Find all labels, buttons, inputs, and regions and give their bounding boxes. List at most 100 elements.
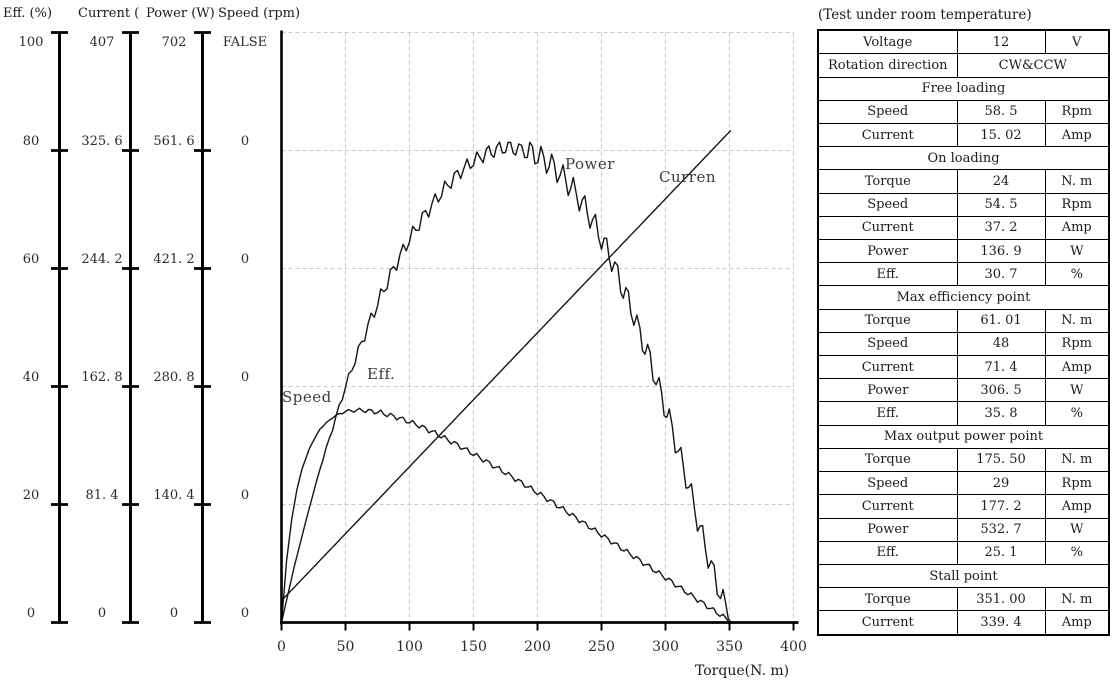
param-cell: Torque	[817, 587, 958, 612]
table-row: Max efficiency point	[817, 285, 1110, 310]
param-cell: Voltage	[817, 29, 958, 55]
unit-cell: N. m	[1044, 169, 1110, 194]
curve-label-curren: Curren	[659, 168, 717, 186]
value-cell: 35. 8	[956, 401, 1046, 426]
unit-cell: Rpm	[1044, 192, 1110, 217]
table-row: Current 71. 4 Amp	[817, 355, 1110, 380]
unit-cell: V	[1044, 29, 1110, 55]
curve-power	[280, 141, 732, 623]
curve-label-eff: Eff.	[367, 365, 396, 383]
curve-current	[280, 129, 732, 602]
section-header-cell: Max efficiency point	[817, 285, 1110, 310]
param-cell: Torque	[817, 447, 958, 473]
table-row: Torque 175. 50 N. m	[817, 447, 1110, 473]
param-cell: Speed	[817, 471, 958, 496]
unit-cell: N. m	[1044, 447, 1110, 473]
unit-cell: N. m	[1044, 308, 1110, 333]
unit-cell: %	[1044, 262, 1110, 287]
value-cell: 30. 7	[956, 262, 1046, 287]
speed-axis-title: Speed (rpm)	[218, 6, 301, 21]
current-axis-tick-label: 162. 8	[81, 369, 123, 385]
x-axis-title: Torque(N. m)	[695, 663, 790, 679]
value-cell: 37. 2	[956, 215, 1046, 241]
table-row: On loading	[817, 146, 1110, 171]
table-row: Current 177. 2 Amp	[817, 494, 1110, 519]
unit-cell: Rpm	[1044, 99, 1110, 125]
eff-axis-tick-label: 100	[18, 34, 44, 50]
unit-cell: Rpm	[1044, 471, 1110, 496]
value-cell: 29	[956, 471, 1046, 496]
unit-cell: W	[1044, 517, 1110, 542]
table-row: Rotation direction CW&CCW	[817, 53, 1110, 78]
value-cell: 351. 00	[956, 587, 1046, 612]
table-row: Free loading	[817, 76, 1110, 101]
current-axis-tick-label: 81. 4	[85, 487, 119, 503]
eff-axis-tick-label: 80	[22, 133, 40, 149]
param-cell: Rotation direction	[817, 53, 958, 78]
value-cell: 15. 02	[956, 123, 1046, 148]
test-result-table: Voltage 12 V Rotation direction CW&CCW Free l…	[817, 29, 1110, 636]
current-axis-tick-label: 325. 6	[81, 133, 123, 149]
curve-label-power: Power	[565, 155, 615, 173]
x-axis-tick-label: 250	[588, 639, 615, 655]
table-row: Voltage 12 V	[817, 29, 1110, 55]
eff-axis-tick-label: 20	[22, 487, 40, 503]
current-axis-tick-label: 244. 2	[81, 251, 123, 267]
x-axis-tick-label: 200	[524, 639, 551, 655]
param-cell: Eff.	[817, 401, 958, 426]
param-cell: Torque	[817, 308, 958, 333]
unit-cell: Amp	[1044, 494, 1110, 519]
param-cell: Current	[817, 215, 958, 241]
eff-axis-tick-label: 0	[26, 605, 36, 621]
unit-cell: %	[1044, 540, 1110, 565]
current-axis-title: Current (	[78, 6, 140, 21]
value-cell: CW&CCW	[956, 53, 1110, 78]
table-row: Current 37. 2 Amp	[817, 215, 1110, 241]
unit-cell: Rpm	[1044, 331, 1110, 357]
value-cell: 339. 4	[956, 610, 1046, 636]
section-header-cell: Free loading	[817, 76, 1110, 101]
table-row: Current 339. 4 Amp	[817, 610, 1110, 636]
param-cell: Eff.	[817, 262, 958, 287]
param-cell: Current	[817, 123, 958, 148]
power-axis-tick-label: 561. 6	[153, 133, 195, 149]
table-row: Speed 48 Rpm	[817, 331, 1110, 357]
value-cell: 71. 4	[956, 355, 1046, 380]
x-axis-tick-label: 0	[277, 639, 286, 655]
param-cell: Current	[817, 355, 958, 380]
value-cell: 25. 1	[956, 540, 1046, 565]
x-axis-tick-label: 150	[460, 639, 487, 655]
section-header-cell: On loading	[817, 146, 1110, 171]
speed-axis-tick-label: 0	[240, 251, 250, 267]
param-cell: Speed	[817, 99, 958, 125]
eff-axis-tick-label: 60	[22, 251, 40, 267]
section-header-cell: Stall point	[817, 563, 1110, 589]
power-axis-tick-label: 280. 8	[153, 369, 195, 385]
unit-cell: N. m	[1044, 587, 1110, 612]
eff-axis-tick-label: 40	[22, 369, 40, 385]
table-row: Eff. 30. 7%	[817, 262, 1110, 287]
power-axis-tick-label: 140. 4	[153, 487, 195, 503]
table-row: Torque 61. 01 N. m	[817, 308, 1110, 333]
param-cell: Power	[817, 517, 958, 542]
param-cell: Torque	[817, 169, 958, 194]
speed-axis-tick-label: 0	[240, 133, 250, 149]
value-cell: 58. 5	[956, 99, 1046, 125]
table-row: Eff. 25. 1%	[817, 540, 1110, 565]
value-cell: 61. 01	[956, 308, 1046, 333]
table-row: Torque 351. 00 N. m	[817, 587, 1110, 612]
value-cell: 306. 5	[956, 378, 1046, 403]
value-cell: 48	[956, 331, 1046, 357]
table-row: Speed 29 Rpm	[817, 471, 1110, 496]
value-cell: 177. 2	[956, 494, 1046, 519]
power-axis-tick-label: 702	[161, 34, 187, 50]
section-header-cell: Max output power point	[817, 424, 1110, 449]
table-row: Max output power point	[817, 424, 1110, 449]
unit-cell: Amp	[1044, 215, 1110, 241]
unit-cell: W	[1044, 239, 1110, 264]
unit-cell: %	[1044, 401, 1110, 426]
